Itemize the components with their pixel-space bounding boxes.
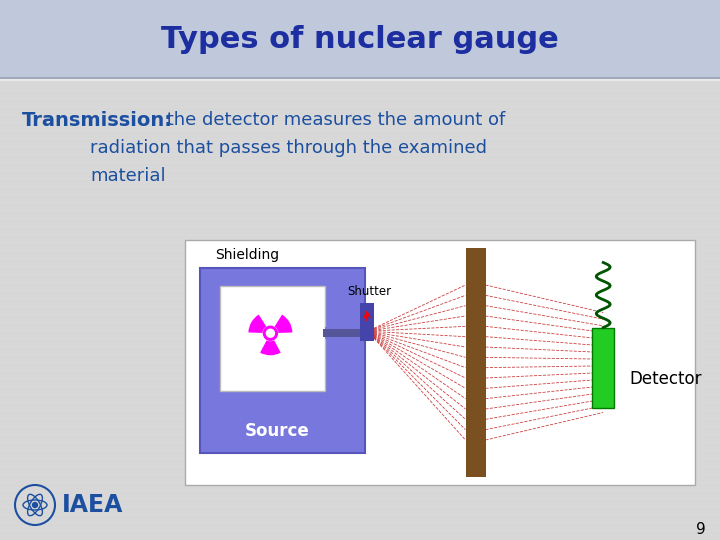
- Bar: [0, 0, 720, 78]
- Bar: [360, 303, 374, 341]
- Wedge shape: [274, 315, 292, 333]
- Bar: [220, 286, 325, 391]
- Text: Source: Source: [245, 422, 310, 440]
- Bar: [466, 248, 485, 477]
- Text: Shutter: Shutter: [347, 285, 391, 298]
- Wedge shape: [260, 340, 281, 355]
- Text: 9: 9: [696, 523, 706, 537]
- Bar: [200, 268, 365, 453]
- Text: material: material: [90, 167, 166, 185]
- Circle shape: [266, 329, 274, 338]
- Text: the detector measures the amount of: the detector measures the amount of: [161, 111, 505, 129]
- Bar: [325, 327, 365, 339]
- Bar: [593, 327, 614, 408]
- Text: Types of nuclear gauge: Types of nuclear gauge: [161, 25, 559, 55]
- Bar: [323, 329, 365, 338]
- Text: IAEA: IAEA: [62, 493, 123, 517]
- Circle shape: [264, 326, 277, 340]
- Text: Detector: Detector: [629, 370, 702, 388]
- Text: radiation that passes through the examined: radiation that passes through the examin…: [90, 139, 487, 157]
- Bar: [185, 240, 695, 485]
- Text: Shielding: Shielding: [215, 248, 279, 262]
- Wedge shape: [248, 315, 266, 333]
- Text: Transmission:: Transmission:: [22, 111, 173, 130]
- Circle shape: [32, 503, 37, 508]
